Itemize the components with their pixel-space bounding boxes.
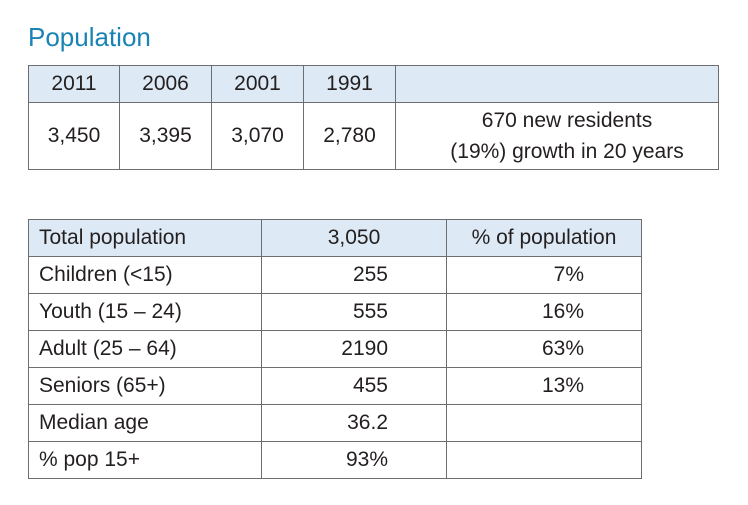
page-title: Population [28, 22, 151, 52]
row-percent [446, 441, 642, 479]
table-row: Children (<15) 255 7% [28, 256, 642, 294]
row-value: 2190 [261, 330, 447, 368]
row-label: Adult (25 – 64) [28, 330, 262, 368]
row-label: Children (<15) [28, 256, 262, 294]
row-label: Youth (15 – 24) [28, 293, 262, 331]
table-row: Median age 36.2 [28, 404, 642, 442]
census-values-row: 3,450 3,395 3,070 2,780 670 new resident… [28, 102, 719, 170]
year-header: 2001 [211, 65, 304, 103]
percent-header: % of population [446, 219, 642, 257]
total-population-value: 3,050 [261, 219, 447, 257]
growth-note-line1: 670 new residents [481, 109, 653, 132]
row-value: 93% [261, 441, 447, 479]
row-label: % pop 15+ [28, 441, 262, 479]
row-value: 455 [261, 367, 447, 405]
population-value: 2,780 [303, 102, 396, 170]
year-header: 2006 [119, 65, 212, 103]
population-value: 3,395 [119, 102, 212, 170]
row-value: 255 [261, 256, 447, 294]
row-label: Median age [28, 404, 262, 442]
growth-note: 670 new residents (19%) growth in 20 yea… [395, 102, 719, 170]
table-row: Youth (15 – 24) 555 16% [28, 293, 642, 331]
row-percent: 63% [446, 330, 642, 368]
table-row: Seniors (65+) 455 13% [28, 367, 642, 405]
row-percent: 16% [446, 293, 642, 331]
row-value: 36.2 [261, 404, 447, 442]
row-percent: 13% [446, 367, 642, 405]
year-header: 1991 [303, 65, 396, 103]
census-table: 2011 2006 2001 1991 3,450 3,395 3,070 2,… [28, 65, 719, 170]
row-percent [446, 404, 642, 442]
population-value: 3,450 [28, 102, 120, 170]
census-header-row: 2011 2006 2001 1991 [28, 65, 719, 103]
table-row: % pop 15+ 93% [28, 441, 642, 479]
row-value: 555 [261, 293, 447, 331]
age-breakdown-table: Total population 3,050 % of population C… [28, 219, 642, 479]
table-row: Adult (25 – 64) 2190 63% [28, 330, 642, 368]
population-value: 3,070 [211, 102, 304, 170]
year-header: 2011 [28, 65, 120, 103]
growth-note-line2: (19%) growth in 20 years [450, 140, 684, 163]
row-percent: 7% [446, 256, 642, 294]
empty-header-cell [395, 65, 719, 103]
breakdown-header-row: Total population 3,050 % of population [28, 219, 642, 257]
total-population-label: Total population [28, 219, 262, 257]
row-label: Seniors (65+) [28, 367, 262, 405]
